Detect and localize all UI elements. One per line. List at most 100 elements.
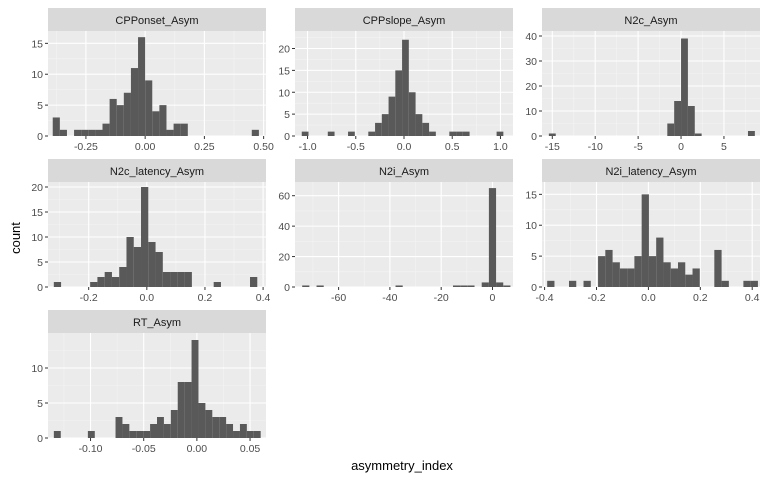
facet-title: N2i_latency_Asym [605,166,696,178]
histogram-bar [368,131,376,136]
histogram-bar [246,431,254,438]
x-tick-label: -0.05 [132,443,156,455]
histogram-bar [721,280,729,287]
y-tick-label: 20 [278,44,290,56]
x-tick-label: 0.25 [194,141,215,153]
histogram-bar [677,262,686,287]
histogram-bar [627,268,635,287]
histogram-bar [663,262,671,287]
x-tick-label: -15 [545,141,560,153]
facet-panel: N2i_Asym -60 -40 -20 0 0 20 40 60 [278,159,513,304]
histogram-bar [143,431,151,438]
x-tick-label: -0.5 [347,141,365,153]
y-tick-label: 0 [37,282,43,294]
histogram-bar [123,92,131,136]
y-tick-label: 10 [31,232,43,244]
histogram-bar [155,252,163,287]
histogram-bar [687,106,695,136]
histogram-bar [166,129,174,136]
y-tick-label: 5 [531,251,537,263]
histogram-bar [667,123,675,136]
histogram-bar [59,129,67,136]
histogram-bar [177,382,185,438]
facet-panel: N2i_latency_Asym -0.4 -0.2 0.0 0.2 0.4 0 5 10 15 [525,159,760,304]
histogram-bar [598,256,606,287]
x-tick-label: 5 [721,141,727,153]
panel-background [295,182,513,287]
x-tick-label: 0.0 [140,292,155,304]
histogram-bar [481,282,489,287]
histogram-bar [52,117,60,136]
histogram-bar [138,37,146,137]
histogram-bar [547,280,555,287]
histogram-bar [177,272,185,287]
y-tick-label: 40 [525,31,537,43]
y-tick-label: 15 [31,207,43,219]
histogram-bar [170,410,178,438]
histogram-bar [119,267,127,287]
y-tick-label: 0 [37,433,43,445]
histogram-bar [375,122,382,136]
y-tick-label: 10 [31,69,43,81]
histogram-bar [408,92,416,136]
histogram-bar [152,111,160,136]
histogram-bar [456,131,463,136]
histogram-bar [180,123,188,136]
x-tick-label: 0.00 [135,141,156,153]
histogram-bar [674,101,682,136]
y-tick-label: 0 [37,131,43,143]
y-tick-label: 60 [278,191,290,203]
histogram-bar [743,280,751,287]
panel-background [542,31,760,136]
x-tick-label: -0.2 [587,292,605,304]
facet-strip [48,159,266,182]
histogram-bar [316,285,324,287]
x-tick-label: 0 [678,141,684,153]
x-tick-label: -0.10 [79,443,103,455]
x-tick-label: 1.0 [493,141,508,153]
histogram-bar [395,70,403,136]
histogram-bar [348,131,355,136]
histogram-bar [449,131,457,136]
facet-panel: N2c_Asym -15 -10 -5 0 5 0 10 20 30 40 [525,8,760,153]
y-tick-label: 15 [278,65,290,77]
histogram-bar [239,424,247,438]
y-tick-label: 5 [37,100,43,112]
histogram-bar [205,410,213,438]
histogram-bar [74,129,82,136]
histogram-bar [170,272,178,287]
y-tick-label: 10 [31,363,43,375]
histogram-bar [496,282,504,287]
histogram-bar [184,272,192,287]
y-tick-label: 30 [525,56,537,68]
histogram-bar [251,129,259,136]
histogram-bar [467,285,475,287]
histogram-bar [415,114,423,136]
histogram-bar [462,131,470,136]
facet-strip [48,310,266,333]
facet-panel: CPPslope_Asym -1.0 -0.5 0.0 0.5 1.0 0 5 10 15 20 [278,8,513,153]
x-tick-label: -0.2 [80,292,98,304]
y-tick-label: 0 [531,282,537,294]
y-tick-label: 0 [531,131,537,143]
histogram-bar [53,282,62,287]
x-tick-label: 0.2 [198,292,213,304]
histogram-bar [184,382,192,438]
histogram-bar [115,417,123,438]
y-tick-label: 10 [525,106,537,118]
x-tick-label: -10 [588,141,603,153]
histogram-bar [605,249,613,287]
histogram-bar [198,403,206,438]
x-tick-label: 0.00 [187,443,208,455]
x-tick-label: 0 [490,292,496,304]
histogram-bar [612,262,620,287]
histogram-bar [53,431,61,438]
y-tick-label: 5 [284,109,290,121]
y-tick-label: 20 [278,252,290,264]
histogram-bar [133,247,142,287]
histogram-bar [111,277,120,287]
x-tick-label: -40 [382,292,397,304]
histogram-bar [503,285,511,287]
histogram-bar [148,242,156,287]
